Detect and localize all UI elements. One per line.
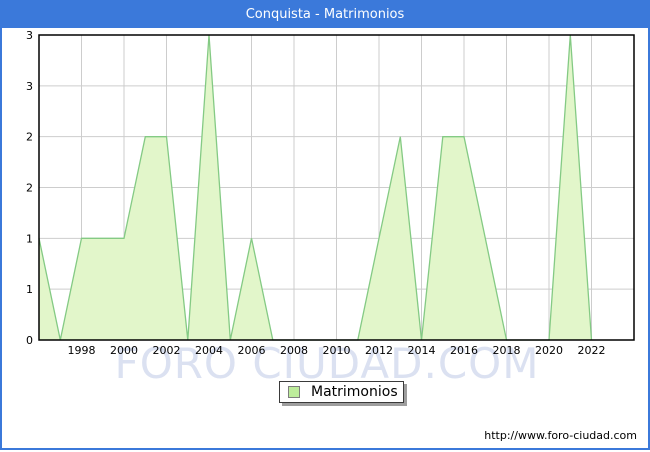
x-tick-label: 2004 <box>195 344 223 357</box>
footer-url: http://www.foro-ciudad.com <box>484 429 637 442</box>
y-tick-label: 0 <box>26 334 33 347</box>
y-tick-label: 2 <box>26 131 33 144</box>
y-tick-label: 3 <box>26 80 33 93</box>
x-tick-label: 2022 <box>578 344 606 357</box>
x-tick-label: 2016 <box>450 344 478 357</box>
x-tick-label: 2012 <box>365 344 393 357</box>
y-tick-label: 3 <box>26 29 33 42</box>
x-tick-label: 2018 <box>493 344 521 357</box>
legend: Matrimonios <box>279 381 404 403</box>
x-tick-label: 2014 <box>408 344 436 357</box>
plot-border <box>38 34 635 341</box>
legend-swatch-icon <box>288 386 300 398</box>
chart-title: Conquista - Matrimonios <box>245 7 405 22</box>
area-series-matrimonios <box>39 35 592 340</box>
x-tick-label: 2000 <box>110 344 138 357</box>
x-tick-label: 2008 <box>280 344 308 357</box>
x-tick-label: 2002 <box>153 344 181 357</box>
title-bar: Conquista - Matrimonios <box>2 2 648 28</box>
legend-label: Matrimonios <box>311 384 398 400</box>
x-tick-label: 2006 <box>238 344 266 357</box>
x-tick-label: 2020 <box>535 344 563 357</box>
x-tick-label: 2010 <box>323 344 351 357</box>
y-tick-label: 1 <box>26 232 33 245</box>
y-tick-label: 1 <box>26 283 33 296</box>
y-tick-label: 2 <box>26 182 33 195</box>
x-tick-label: 1998 <box>68 344 96 357</box>
